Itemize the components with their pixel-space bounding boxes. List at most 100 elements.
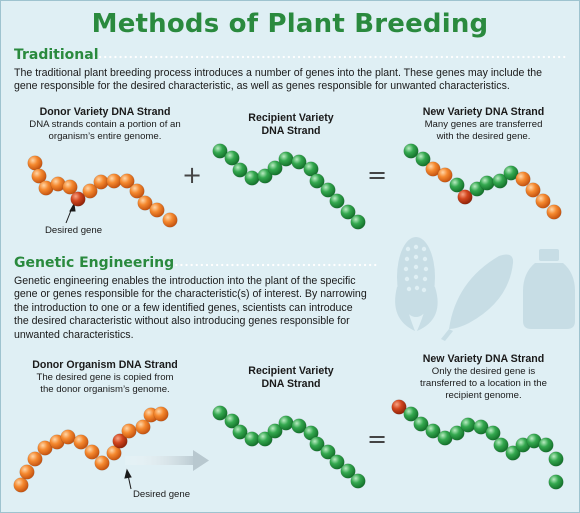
desired-gene-bead — [457, 189, 473, 205]
dna-bead — [449, 425, 465, 441]
donor-description-line: the donor organism’s genome. — [40, 384, 170, 395]
dna-bead — [535, 193, 551, 209]
desired-gene-label: Desired gene — [133, 489, 191, 500]
traditional-donor-label: Donor Variety DNA Strand DNA strands con… — [19, 106, 191, 143]
dna-bead — [309, 173, 325, 189]
dna-bead — [492, 173, 508, 189]
recipient-title-line: Recipient Variety — [248, 365, 334, 377]
ge-donor-strand — [13, 406, 169, 493]
result-description-line: recipient genome. — [445, 390, 522, 401]
dna-bead — [224, 413, 240, 429]
dna-bead — [244, 170, 260, 186]
dna-bead — [449, 177, 465, 193]
desired-gene-bead — [112, 433, 128, 449]
transfer-arrow — [125, 450, 209, 471]
genetic-engineering-paragraph: Genetic engineering enables the introduc… — [14, 275, 394, 342]
dna-bead — [479, 175, 495, 191]
dna-bead — [403, 406, 419, 422]
dna-bead — [82, 183, 98, 199]
recipient-title-line: DNA Strand — [261, 125, 321, 137]
dna-bead — [278, 151, 294, 167]
dna-bead — [94, 455, 110, 471]
page-title: Methods of Plant Breeding — [91, 9, 489, 39]
dna-bead — [291, 154, 307, 170]
dna-bead — [437, 167, 453, 183]
soybean-pod-icon — [441, 254, 514, 341]
dna-bead — [350, 214, 366, 230]
desired-gene-pointer — [65, 202, 132, 490]
dna-bead — [224, 150, 240, 166]
recipient-title-line: DNA Strand — [261, 378, 321, 390]
dna-bead — [503, 165, 519, 181]
dna-bead — [340, 463, 356, 479]
dna-bead — [538, 437, 554, 453]
dna-bead — [473, 419, 489, 435]
result-description-line: with the desired gene. — [436, 131, 531, 142]
dna-bead — [31, 168, 47, 184]
dna-bead — [212, 405, 228, 421]
donor-title: Donor Organism DNA Strand — [32, 359, 178, 371]
donor-description-line: DNA strands contain a portion of an — [29, 119, 181, 130]
dna-bead — [320, 444, 336, 460]
desired-gene-bead — [391, 399, 407, 415]
equals-symbol: = — [366, 161, 388, 189]
dna-bead — [403, 143, 419, 159]
dna-bead — [548, 474, 564, 490]
dna-bead — [13, 477, 29, 493]
paragraph-line: Genetic engineering enables the introduc… — [14, 275, 356, 287]
dna-bead — [27, 155, 43, 171]
traditional-recipient-label: Recipient Variety DNA Strand — [221, 112, 361, 138]
dna-bead — [320, 182, 336, 198]
dna-bead — [425, 161, 441, 177]
dna-bead — [137, 195, 153, 211]
ge-donor-label: Donor Organism DNA Strand The desired ge… — [19, 359, 191, 396]
traditional-donor-strand — [27, 155, 178, 228]
dna-bead — [106, 445, 122, 461]
dna-bead — [493, 437, 509, 453]
dna-bead — [546, 204, 562, 220]
dna-bead — [149, 202, 165, 218]
desired-gene-label: Desired gene — [45, 225, 103, 236]
paragraph-line: gene or genes responsible for the charac… — [14, 288, 367, 301]
dna-bead — [485, 425, 501, 441]
paragraph-line: the introduction to one or a few identif… — [14, 301, 353, 314]
dna-bead — [62, 179, 78, 195]
dna-bead — [525, 182, 541, 198]
result-description-line: transferred to a location in the — [420, 378, 547, 389]
donor-description-line: organism’s entire genome. — [48, 131, 162, 142]
dna-bead — [329, 454, 345, 470]
traditional-recipient-strand — [212, 143, 366, 230]
plus-symbol: + — [181, 161, 203, 189]
dna-bead — [37, 440, 53, 456]
dna-bead — [121, 423, 137, 439]
paragraph-line: gene responsible for the desired charact… — [14, 80, 510, 93]
result-title: New Variety DNA Strand — [422, 106, 545, 118]
dna-bead — [425, 423, 441, 439]
dna-bead — [515, 171, 531, 187]
dna-bead — [129, 183, 145, 199]
recipient-title-line: Recipient Variety — [248, 112, 334, 124]
donor-description-line: The desired gene is copied from — [36, 372, 174, 383]
dna-bead — [257, 431, 273, 447]
paragraph-line: unwanted characteristics. — [14, 328, 134, 341]
genetic-engineering-heading: Genetic Engineering — [14, 255, 175, 271]
ge-result-strand — [391, 399, 564, 490]
dna-bead — [232, 162, 248, 178]
dna-bead — [340, 204, 356, 220]
result-description-line: Many genes are transferred — [424, 119, 543, 130]
dna-bead — [232, 424, 248, 440]
dna-bead — [278, 415, 294, 431]
bottle-icon — [523, 249, 575, 329]
dna-bead — [244, 431, 260, 447]
traditional-result-strand — [403, 143, 562, 220]
dna-bead — [93, 174, 109, 190]
paragraph-line: The traditional plant breeding process i… — [14, 67, 543, 79]
result-title: New Variety DNA Strand — [422, 353, 545, 365]
result-description-line: Only the desired gene is — [431, 366, 536, 377]
dna-bead — [153, 406, 169, 422]
dna-bead — [257, 168, 273, 184]
corn-icon — [395, 237, 438, 331]
desired-gene-bead — [70, 191, 86, 207]
